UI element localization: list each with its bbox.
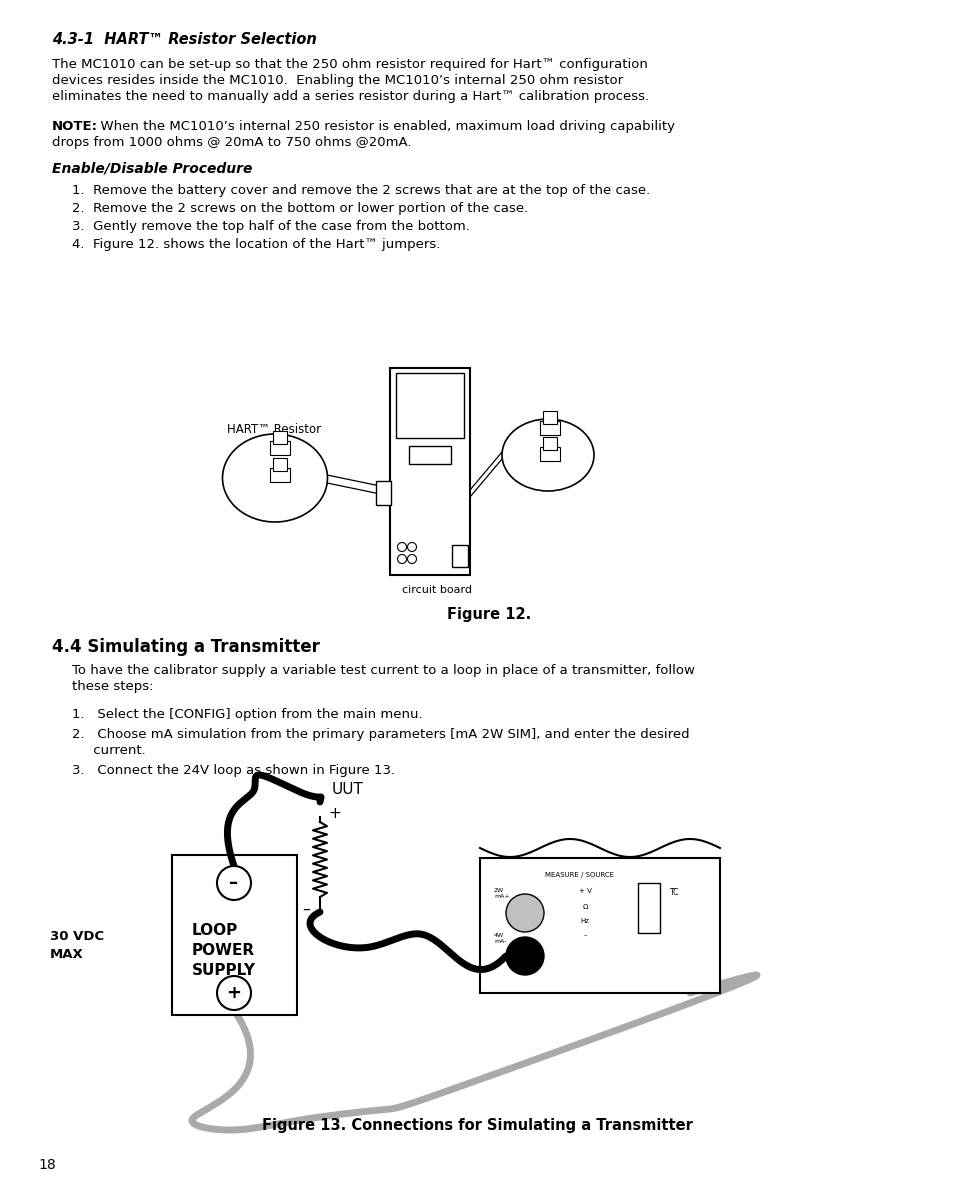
Text: devices resides inside the MC1010.  Enabling the MC1010’s internal 250 ohm resis: devices resides inside the MC1010. Enabl… — [52, 73, 622, 87]
Bar — [542, 437, 557, 450]
Text: HART™ Resistor: HART™ Resistor — [227, 423, 321, 436]
Bar — [452, 545, 468, 566]
Circle shape — [505, 893, 543, 931]
Text: Figure 13. Connections for Simulating a Transmitter: Figure 13. Connections for Simulating a … — [261, 1117, 692, 1133]
Text: POWER: POWER — [192, 943, 254, 957]
Text: The MC1010 can be set-up so that the 250 ohm resistor required for Hart™ configu: The MC1010 can be set-up so that the 250… — [52, 58, 647, 71]
Text: 2W
mA+: 2W mA+ — [494, 888, 509, 898]
Text: OFF: OFF — [519, 435, 538, 446]
Text: NOTE:: NOTE: — [52, 120, 98, 133]
Text: Ω: Ω — [581, 904, 587, 910]
Bar — [390, 369, 470, 575]
Text: 18: 18 — [38, 1158, 55, 1172]
Text: +: + — [226, 984, 241, 1003]
Text: MAX: MAX — [50, 948, 84, 961]
Text: 4.  Figure 12. shows the location of the Hart™ jumpers.: 4. Figure 12. shows the location of the … — [71, 238, 440, 251]
Bar — [638, 883, 659, 933]
Text: these steps:: these steps: — [71, 680, 153, 693]
Bar — [270, 441, 290, 455]
Bar — [409, 446, 451, 465]
Bar — [539, 447, 559, 461]
Circle shape — [397, 555, 406, 564]
Text: When the MC1010’s internal 250 resistor is enabled, maximum load driving capabil: When the MC1010’s internal 250 resistor … — [91, 120, 675, 133]
Text: ON: ON — [245, 482, 261, 492]
Text: 30 VDC: 30 VDC — [50, 930, 104, 943]
Bar — [273, 457, 287, 470]
Circle shape — [407, 543, 416, 551]
Text: Enable/Disable Procedure: Enable/Disable Procedure — [52, 162, 253, 177]
Ellipse shape — [501, 419, 594, 491]
Text: –: – — [582, 931, 586, 939]
Bar — [273, 431, 287, 444]
Text: –: – — [302, 902, 310, 917]
Text: 2.  Remove the 2 screws on the bottom or lower portion of the case.: 2. Remove the 2 screws on the bottom or … — [71, 201, 528, 214]
Text: Figure 12.: Figure 12. — [447, 607, 531, 622]
Text: –: – — [230, 875, 238, 892]
Circle shape — [407, 555, 416, 564]
Text: ON: ON — [519, 459, 535, 469]
Text: 1.   Select the [CONFIG] option from the main menu.: 1. Select the [CONFIG] option from the m… — [71, 707, 422, 720]
Text: eliminates the need to manually add a series resistor during a Hart™ calibration: eliminates the need to manually add a se… — [52, 90, 648, 103]
Text: 4.3-1  HART™ Resistor Selection: 4.3-1 HART™ Resistor Selection — [52, 32, 316, 47]
Text: drops from 1000 ohms @ 20mA to 750 ohms @20mA.: drops from 1000 ohms @ 20mA to 750 ohms … — [52, 136, 411, 149]
Text: 4.4 Simulating a Transmitter: 4.4 Simulating a Transmitter — [52, 638, 319, 656]
Circle shape — [505, 937, 543, 975]
Text: + V: + V — [578, 888, 591, 893]
Bar — [479, 858, 720, 993]
Circle shape — [397, 543, 406, 551]
Bar — [270, 468, 290, 482]
Bar — [395, 373, 463, 438]
Text: 3.  Gently remove the top half of the case from the bottom.: 3. Gently remove the top half of the cas… — [71, 220, 470, 233]
Bar — [539, 421, 559, 435]
Text: LOOP: LOOP — [192, 923, 238, 939]
Text: +: + — [328, 806, 340, 821]
Text: OFF: OFF — [245, 456, 265, 466]
Text: TC: TC — [669, 888, 679, 897]
Text: circuit board: circuit board — [401, 585, 472, 595]
Text: MEASURE / SOURCE: MEASURE / SOURCE — [545, 872, 614, 878]
Text: 1.  Remove the battery cover and remove the 2 screws that are at the top of the : 1. Remove the battery cover and remove t… — [71, 184, 650, 197]
Text: 2.   Choose mA simulation from the primary parameters [mA 2W SIM], and enter the: 2. Choose mA simulation from the primary… — [71, 728, 689, 741]
Bar — [172, 856, 296, 1016]
Text: 3.   Connect the 24V loop as shown in Figure 13.: 3. Connect the 24V loop as shown in Figu… — [71, 764, 395, 777]
Bar — [375, 481, 391, 505]
Text: current.: current. — [71, 744, 146, 757]
Text: To have the calibrator supply a variable test current to a loop in place of a tr: To have the calibrator supply a variable… — [71, 664, 694, 677]
Text: SUPPLY: SUPPLY — [192, 963, 255, 978]
Bar — [542, 411, 557, 424]
Circle shape — [216, 976, 251, 1010]
Circle shape — [216, 866, 251, 899]
Text: Hz: Hz — [580, 918, 589, 924]
Ellipse shape — [222, 434, 327, 523]
Text: UUT: UUT — [332, 782, 363, 798]
Text: 4W
mA-: 4W mA- — [494, 933, 506, 943]
